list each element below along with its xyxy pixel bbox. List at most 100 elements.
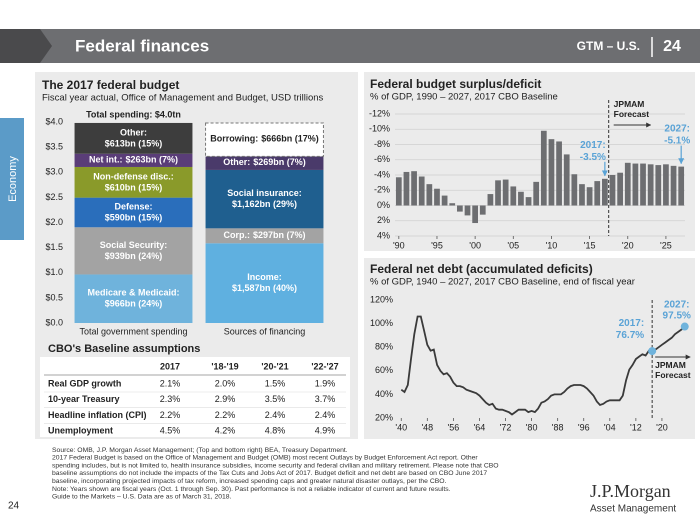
forecast-label: JPMAM Forecast xyxy=(614,99,650,119)
bar-segment xyxy=(205,156,324,170)
bar xyxy=(426,184,433,206)
segment-value-label: $610bn (15%) xyxy=(105,183,163,193)
segment-label: Borrowing: $666bn (17%) xyxy=(210,134,319,144)
bar xyxy=(395,177,402,206)
bar-segment xyxy=(205,169,324,229)
bar xyxy=(663,164,669,206)
bar-segment xyxy=(74,122,193,154)
annotation-line: 2017: xyxy=(580,139,606,150)
x-tick-label: '12 xyxy=(630,422,642,432)
logo-subtitle: Asset Management xyxy=(590,504,676,515)
x-tick-label: '10 xyxy=(546,240,558,250)
bar xyxy=(502,179,509,206)
y-tick-label: -8% xyxy=(374,139,390,149)
x-tick-label: '20 xyxy=(656,422,668,432)
table-cell: 3.7% xyxy=(315,394,336,404)
bar xyxy=(472,205,478,224)
logo-name: J.P.Morgan xyxy=(590,481,671,501)
footnote: spending includes, but is not limited to… xyxy=(52,462,499,469)
y-tick-label: $0.5 xyxy=(45,292,63,302)
bar xyxy=(670,165,677,206)
x-tick-label: '25 xyxy=(660,240,672,250)
bar xyxy=(418,176,425,206)
annotation: Total spending: $4.0tn xyxy=(86,109,181,119)
header-tag: GTM – U.S. xyxy=(577,39,640,53)
bar-segment xyxy=(74,153,193,167)
table-row-label: Unemployment xyxy=(48,425,113,435)
page-number: 24 xyxy=(8,501,20,512)
segment-name: Other: xyxy=(223,158,250,168)
segment-name: Net int.: xyxy=(89,155,123,165)
line xyxy=(400,315,686,416)
bar xyxy=(602,178,608,206)
x-category-label: Sources of financing xyxy=(224,326,306,336)
chart-title: Federal net debt (accumulated deficits) xyxy=(370,262,593,276)
segment-label: Corp.: $297bn (7%) xyxy=(223,230,305,240)
forecast-label: JPMAM Forecast xyxy=(655,360,691,380)
marker xyxy=(680,322,689,331)
segment-value-label: $1,587bn (40%) xyxy=(232,284,297,294)
table-row-label: Headline inflation (CPI) xyxy=(48,410,147,420)
segment-value-label: $613bn (15%) xyxy=(105,139,163,149)
segment-name: Income: xyxy=(247,273,282,283)
bar xyxy=(647,164,654,206)
footnote: Note: Years shown are fiscal years (Oct.… xyxy=(52,486,451,493)
table-cell: 2.4% xyxy=(265,410,286,420)
segment-value-label: $590bn (15%) xyxy=(105,213,163,223)
annotation-line: 2027: xyxy=(664,299,690,310)
annotation: 2027: 97.5% xyxy=(663,299,691,321)
x-tick-label: '04 xyxy=(604,422,616,432)
x-tick-label: '20 xyxy=(622,240,634,250)
x-tick-label: '56 xyxy=(448,422,460,432)
bar xyxy=(533,181,540,206)
y-tick-label: -2% xyxy=(374,185,390,195)
bar xyxy=(487,194,494,206)
segment-name: Defense: xyxy=(114,202,152,212)
y-tick-label: 0% xyxy=(377,200,390,210)
y-tick-label: $2.5 xyxy=(45,192,63,202)
segment-name: Borrowing: xyxy=(210,134,258,144)
segment-label: Other: $613bn (15%) xyxy=(105,128,163,149)
bar xyxy=(655,165,662,206)
bar xyxy=(434,188,440,206)
segment-value-label: $263bn (7%) xyxy=(125,155,178,165)
table-cell: 2.1% xyxy=(160,378,181,388)
table-cell: 2.2% xyxy=(160,410,181,420)
x-tick-label: '00 xyxy=(469,240,481,250)
bar-segment xyxy=(74,274,193,323)
x-tick-label: '72 xyxy=(500,422,512,432)
header-chevron xyxy=(0,29,52,63)
bar xyxy=(579,184,585,206)
segment-label: Defense: $590bn (15%) xyxy=(105,202,163,223)
segment-label: Net int.: $263bn (7%) xyxy=(89,155,178,165)
bar xyxy=(571,174,578,206)
bar-segment xyxy=(205,122,324,157)
segment-value-label: $1,162bn (29%) xyxy=(232,200,297,210)
header-page: 24 xyxy=(663,38,681,55)
bar xyxy=(594,181,601,206)
y-tick-label: 120% xyxy=(370,294,393,304)
segment-value-label: $297bn (7%) xyxy=(253,230,306,240)
header-title: Federal finances xyxy=(75,36,209,55)
segment-label: Medicare & Medicaid: $966bn (24%) xyxy=(87,288,179,309)
bar-segment xyxy=(74,227,193,275)
segment-label: Income: $1,587bn (40%) xyxy=(232,273,297,294)
marker xyxy=(648,347,657,356)
bar-segment xyxy=(205,243,324,323)
y-tick-label: -4% xyxy=(374,169,390,179)
bar xyxy=(624,162,631,206)
table-cell: 2.0% xyxy=(215,378,236,388)
footnote: 2017 Federal Budget is based on the Offi… xyxy=(52,455,478,462)
segment-name: Non-defense disc.: xyxy=(93,172,174,182)
bar xyxy=(449,203,456,206)
segment-name: Medicare & Medicaid: xyxy=(87,288,179,298)
header-bar xyxy=(0,29,700,63)
annotation: 2017: 76.7% xyxy=(616,318,644,341)
chart-title: The 2017 federal budget xyxy=(42,78,179,92)
panel-bottom-right xyxy=(364,258,695,439)
table-cell: 4.8% xyxy=(265,425,286,435)
annotation-line: -3.5% xyxy=(580,151,606,162)
bar xyxy=(403,171,410,206)
